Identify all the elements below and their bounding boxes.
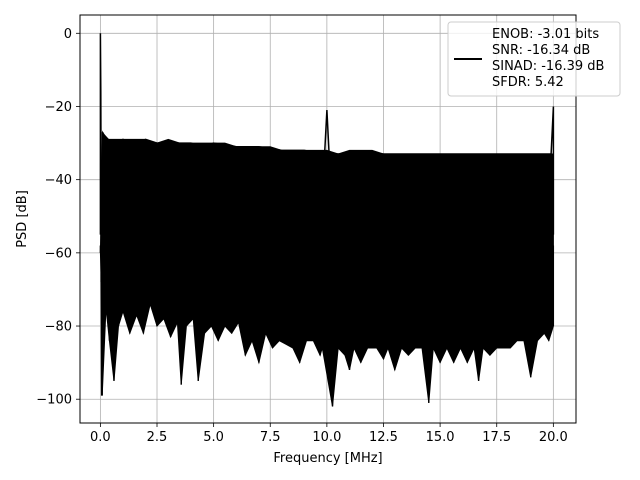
x-tick-label: 10.0 [312, 430, 341, 445]
legend-box [447, 21, 621, 97]
x-axis-ticks: 0.0 2.5 5.0 7.5 10.0 12.5 15.0 17.5 20.0 [90, 423, 568, 445]
x-tick-label: 20.0 [539, 430, 568, 445]
y-tick-label: −20 [45, 100, 72, 115]
psd-trace [99, 33, 555, 396]
legend-entry-sfdr: SFDR: 5.42 [492, 75, 564, 90]
x-tick-label: 15.0 [426, 430, 455, 445]
y-axis-label: PSD [dB] [15, 190, 30, 248]
y-tick-label: −100 [36, 393, 72, 408]
y-axis-ticks: 0 −20 −40 −60 −80 −100 [36, 27, 80, 408]
y-tick-label: −40 [45, 173, 72, 188]
y-tick-label: −60 [45, 246, 72, 261]
legend-entry-enob: ENOB: -3.01 bits [492, 27, 599, 42]
x-axis-label: Frequency [MHz] [273, 451, 382, 466]
x-tick-label: 7.5 [260, 430, 281, 445]
legend-entry-sinad: SINAD: -16.39 dB [492, 59, 604, 74]
x-tick-label: 2.5 [147, 430, 168, 445]
x-tick-label: 0.0 [90, 430, 111, 445]
x-tick-label: 12.5 [369, 430, 398, 445]
axes-frame [79, 14, 577, 424]
x-tick-label: 5.0 [203, 430, 224, 445]
legend-entry-snr: SNR: -16.34 dB [492, 43, 590, 58]
y-tick-label: 0 [64, 27, 72, 42]
legend: ENOB: -3.01 bits SNR: -16.34 dB SINAD: -… [447, 21, 621, 97]
plot-area [99, 33, 555, 407]
y-tick-label: −80 [45, 320, 72, 335]
x-tick-label: 17.5 [482, 430, 511, 445]
